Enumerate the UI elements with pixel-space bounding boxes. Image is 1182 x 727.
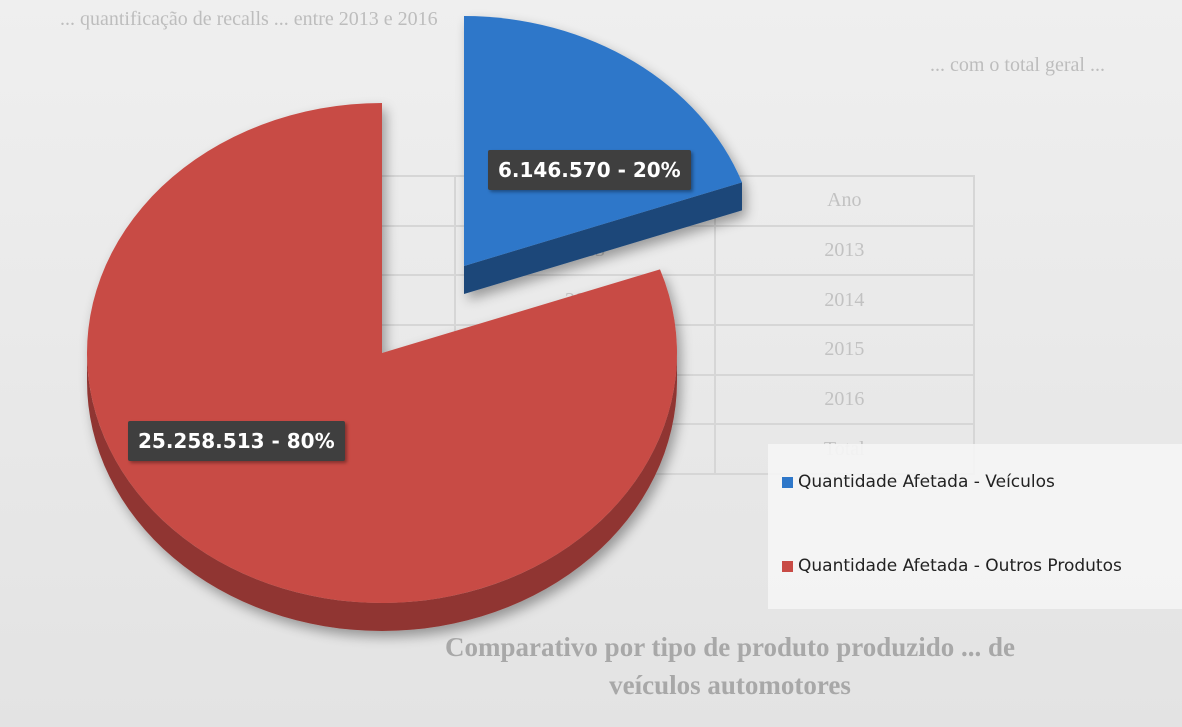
pie-slice-veiculos bbox=[464, 16, 743, 294]
legend-item-outros-produtos: Quantidade Afetada - Outros Produtos bbox=[782, 556, 1122, 576]
legend-label: Quantidade Afetada - Outros Produtos bbox=[798, 556, 1122, 576]
table-cell: 2013 bbox=[713, 224, 976, 277]
table-cell: Ano bbox=[713, 175, 976, 227]
slice-top-face bbox=[86, 103, 677, 603]
slice-cut-face bbox=[464, 182, 743, 294]
legend-label: Quantidade Afetada - Veículos bbox=[798, 472, 1055, 492]
data-label-veiculos: 6.146.570 - 20% bbox=[488, 150, 691, 190]
table-cell: 2014 bbox=[713, 274, 976, 326]
caption-line: Comparativo por tipo de produto produzid… bbox=[444, 632, 1016, 662]
legend-swatch-blue bbox=[782, 476, 793, 488]
legend-swatch-red bbox=[782, 560, 793, 572]
data-label-outros-produtos: 25.258.513 - 80% bbox=[128, 421, 345, 461]
table-cell: 2016 bbox=[713, 373, 976, 426]
caption-line: veículos automotores bbox=[609, 670, 851, 700]
legend-item-veiculos: Quantidade Afetada - Veículos bbox=[782, 472, 1055, 492]
faded-background-text: ... com o total geral ... bbox=[930, 54, 1105, 76]
slice-top-face bbox=[464, 16, 743, 266]
table-cell: 2015 bbox=[713, 323, 976, 376]
faded-background-text: ... quantificação de recalls ... entre 2… bbox=[60, 8, 438, 30]
faded-figure-caption: Comparativo por tipo de produto produzid… bbox=[340, 628, 1120, 704]
chart-legend: Quantidade Afetada - Veículos Quantidade… bbox=[768, 444, 1182, 609]
pie-slice-outros-produtos bbox=[86, 103, 677, 631]
